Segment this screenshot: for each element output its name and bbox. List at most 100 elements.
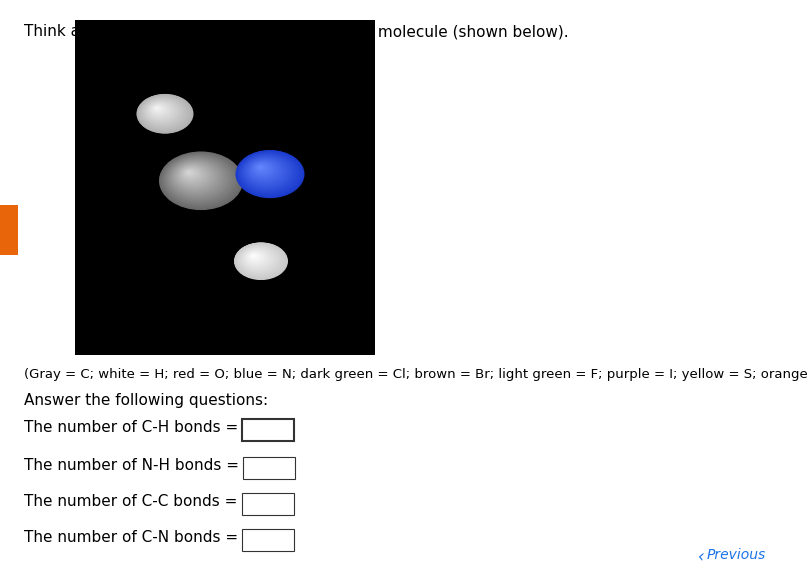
Circle shape <box>245 249 269 266</box>
Circle shape <box>176 163 211 188</box>
Circle shape <box>257 166 263 169</box>
Circle shape <box>144 99 181 124</box>
Circle shape <box>255 163 269 173</box>
Circle shape <box>236 150 303 197</box>
Circle shape <box>250 253 258 259</box>
Circle shape <box>148 101 174 119</box>
Circle shape <box>247 252 263 263</box>
Text: ‹: ‹ <box>698 548 705 563</box>
Circle shape <box>141 97 185 128</box>
Circle shape <box>235 243 286 279</box>
Circle shape <box>169 159 224 197</box>
Circle shape <box>182 167 201 181</box>
Circle shape <box>252 255 255 257</box>
Circle shape <box>255 164 268 173</box>
Circle shape <box>243 155 291 189</box>
Circle shape <box>251 254 257 258</box>
Circle shape <box>169 158 225 198</box>
FancyBboxPatch shape <box>0 205 18 255</box>
Circle shape <box>153 105 163 112</box>
Circle shape <box>140 96 186 129</box>
Circle shape <box>181 167 202 181</box>
Circle shape <box>245 251 267 265</box>
Circle shape <box>240 247 278 272</box>
Circle shape <box>180 166 204 183</box>
FancyBboxPatch shape <box>241 493 294 515</box>
Circle shape <box>145 100 178 123</box>
Circle shape <box>172 160 220 194</box>
Circle shape <box>144 100 178 123</box>
Circle shape <box>236 243 286 279</box>
Circle shape <box>161 153 238 207</box>
FancyBboxPatch shape <box>242 529 295 551</box>
Circle shape <box>141 97 186 128</box>
Circle shape <box>160 152 241 209</box>
Circle shape <box>186 170 194 176</box>
Circle shape <box>241 248 274 270</box>
Circle shape <box>254 163 270 174</box>
Circle shape <box>245 157 286 185</box>
Circle shape <box>176 163 212 189</box>
Circle shape <box>243 248 272 269</box>
Circle shape <box>248 158 282 182</box>
Circle shape <box>236 150 303 198</box>
Circle shape <box>242 248 273 270</box>
Circle shape <box>248 252 262 262</box>
Circle shape <box>152 104 165 114</box>
Circle shape <box>174 162 215 191</box>
Circle shape <box>247 251 265 263</box>
Circle shape <box>254 163 270 173</box>
Circle shape <box>163 154 236 205</box>
Circle shape <box>172 160 219 193</box>
Circle shape <box>165 155 233 203</box>
Circle shape <box>250 160 278 180</box>
Circle shape <box>252 254 255 257</box>
Circle shape <box>147 101 174 120</box>
Circle shape <box>237 151 301 195</box>
Circle shape <box>251 160 276 178</box>
Circle shape <box>150 103 169 117</box>
Circle shape <box>236 151 303 196</box>
Circle shape <box>244 155 290 187</box>
Circle shape <box>248 159 282 182</box>
Circle shape <box>169 159 223 196</box>
Circle shape <box>241 154 294 191</box>
Circle shape <box>236 244 283 277</box>
Circle shape <box>240 154 295 191</box>
Circle shape <box>186 171 192 175</box>
Circle shape <box>247 158 283 184</box>
Circle shape <box>243 155 291 188</box>
Circle shape <box>141 97 184 127</box>
Circle shape <box>183 168 198 178</box>
Circle shape <box>246 158 284 184</box>
Circle shape <box>249 159 281 181</box>
Circle shape <box>139 95 190 131</box>
Text: N: N <box>361 24 373 39</box>
Circle shape <box>162 154 237 206</box>
Circle shape <box>169 158 226 198</box>
Circle shape <box>259 166 261 168</box>
Circle shape <box>162 154 236 205</box>
Circle shape <box>238 245 281 275</box>
Circle shape <box>182 168 199 180</box>
Circle shape <box>139 96 189 131</box>
Circle shape <box>178 164 208 186</box>
Circle shape <box>148 102 172 119</box>
Circle shape <box>242 248 274 270</box>
Circle shape <box>150 104 168 115</box>
Circle shape <box>161 153 240 208</box>
Circle shape <box>240 247 276 271</box>
Circle shape <box>147 101 175 120</box>
Circle shape <box>250 160 277 179</box>
Circle shape <box>237 244 282 276</box>
Circle shape <box>143 98 182 126</box>
Circle shape <box>173 161 218 193</box>
Circle shape <box>152 105 165 114</box>
Circle shape <box>245 251 266 265</box>
Text: Think about the Lewis structure for the: Think about the Lewis structure for the <box>24 24 328 39</box>
Circle shape <box>166 157 229 200</box>
Circle shape <box>246 157 285 185</box>
Text: 5: 5 <box>352 35 361 48</box>
Circle shape <box>253 162 273 176</box>
Circle shape <box>257 165 265 171</box>
